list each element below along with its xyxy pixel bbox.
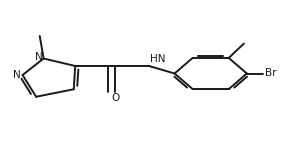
Text: O: O (111, 93, 120, 103)
Text: Br: Br (265, 69, 276, 78)
Text: HN: HN (150, 54, 165, 64)
Text: N: N (35, 52, 42, 62)
Text: N: N (13, 70, 21, 80)
